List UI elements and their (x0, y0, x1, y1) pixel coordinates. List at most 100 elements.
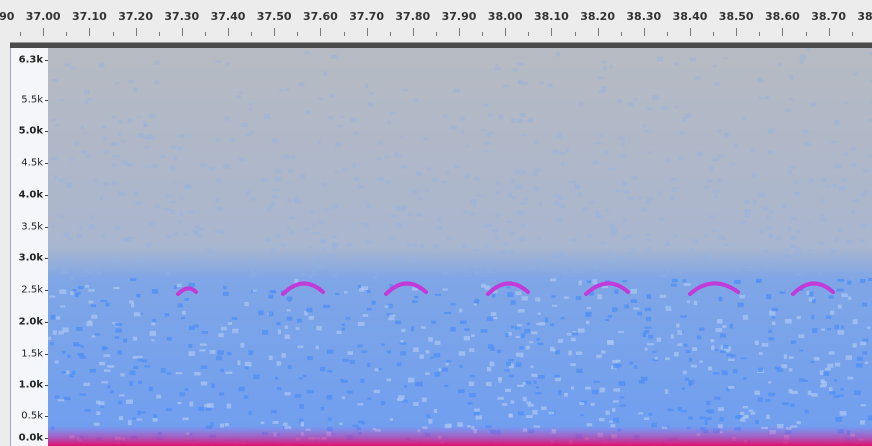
noise-speck (371, 300, 376, 305)
noise-speck (389, 284, 393, 288)
noise-speck (391, 256, 399, 261)
noise-speck (852, 199, 859, 202)
noise-speck (845, 239, 853, 245)
noise-speck (722, 344, 729, 349)
noise-speck (593, 380, 600, 383)
noise-speck (510, 300, 516, 305)
noise-speck (586, 234, 593, 238)
noise-speck (457, 422, 463, 427)
noise-speck (473, 411, 480, 416)
noise-speck (280, 243, 286, 247)
noise-speck (735, 269, 741, 273)
noise-speck (290, 155, 296, 159)
noise-speck (598, 90, 606, 93)
noise-speck (794, 191, 800, 197)
noise-speck (694, 76, 701, 80)
noise-speck (514, 169, 521, 175)
noise-speck (299, 418, 304, 424)
spectrogram[interactable] (48, 48, 872, 446)
noise-speck (605, 410, 610, 415)
noise-speck (667, 408, 674, 412)
noise-speck (757, 367, 763, 372)
noise-speck (504, 369, 510, 372)
noise-speck (118, 261, 122, 266)
noise-speck (821, 381, 827, 387)
noise-speck (384, 305, 392, 308)
noise-speck (534, 141, 539, 145)
noise-speck (674, 105, 679, 109)
noise-speck (599, 134, 604, 138)
noise-speck (60, 271, 67, 274)
noise-speck (852, 343, 857, 348)
noise-speck (450, 327, 456, 332)
noise-speck (599, 387, 606, 393)
noise-speck (400, 165, 407, 169)
noise-speck (646, 107, 653, 111)
noise-speck (670, 177, 676, 181)
timeline-ruler[interactable]: 36.90 37.00 37.10 37.20 37.30 37.40 37.50 37.60… (0, 0, 872, 42)
noise-speck (90, 304, 97, 308)
noise-speck (450, 125, 458, 130)
time-tick (412, 28, 414, 36)
noise-speck (357, 185, 364, 189)
noise-speck (775, 236, 782, 241)
noise-speck (463, 336, 470, 341)
noise-speck (220, 326, 227, 331)
noise-speck (771, 316, 776, 319)
noise-speck (79, 355, 86, 359)
noise-speck (120, 373, 125, 377)
noise-speck (740, 357, 747, 360)
noise-speck (510, 179, 514, 183)
noise-speck (396, 398, 404, 402)
time-minor-tick (66, 32, 68, 36)
noise-speck (820, 379, 825, 384)
noise-speck (76, 327, 83, 331)
noise-speck (437, 217, 442, 222)
noise-speck (809, 178, 814, 183)
noise-speck (399, 342, 407, 345)
noise-speck (541, 406, 547, 411)
noise-speck (714, 194, 718, 199)
noise-speck (712, 65, 717, 68)
noise-speck (748, 262, 754, 265)
noise-speck (538, 375, 545, 379)
noise-speck (454, 165, 461, 168)
noise-speck (609, 420, 616, 423)
noise-speck (504, 241, 508, 247)
noise-speck (526, 322, 531, 326)
noise-speck (851, 210, 855, 215)
noise-speck (522, 381, 526, 385)
noise-speck (84, 100, 88, 105)
noise-speck (507, 292, 514, 297)
noise-speck (225, 62, 229, 67)
noise-speck (790, 403, 795, 407)
noise-speck (508, 358, 514, 362)
noise-speck (703, 185, 709, 189)
noise-speck (742, 314, 749, 320)
noise-speck (413, 295, 419, 299)
noise-speck (717, 129, 722, 133)
noise-speck (419, 354, 424, 359)
time-minor-tick (666, 32, 668, 36)
noise-speck (362, 314, 369, 317)
frequency-tick (45, 227, 49, 228)
noise-speck (605, 318, 610, 321)
noise-speck (644, 347, 648, 351)
noise-speck (130, 278, 137, 282)
noise-speck (146, 242, 151, 248)
noise-speck (248, 410, 252, 416)
noise-speck (102, 136, 106, 140)
noise-speck (520, 202, 527, 205)
noise-speck (644, 417, 650, 420)
noise-speck (288, 168, 293, 173)
noise-speck (682, 279, 687, 283)
noise-speck (564, 392, 568, 397)
noise-speck (381, 343, 386, 346)
noise-speck (322, 182, 327, 187)
frequency-ruler[interactable]: 6.3k 5.5k 5.0k 4.5k 4.0k 3.5k 3.0k 2.5k 2.0k 1.5k… (10, 48, 49, 446)
noise-speck (109, 390, 114, 394)
noise-speck (208, 166, 215, 171)
noise-speck (425, 350, 430, 354)
time-label: 37.90 (441, 10, 477, 23)
noise-speck (750, 147, 755, 152)
